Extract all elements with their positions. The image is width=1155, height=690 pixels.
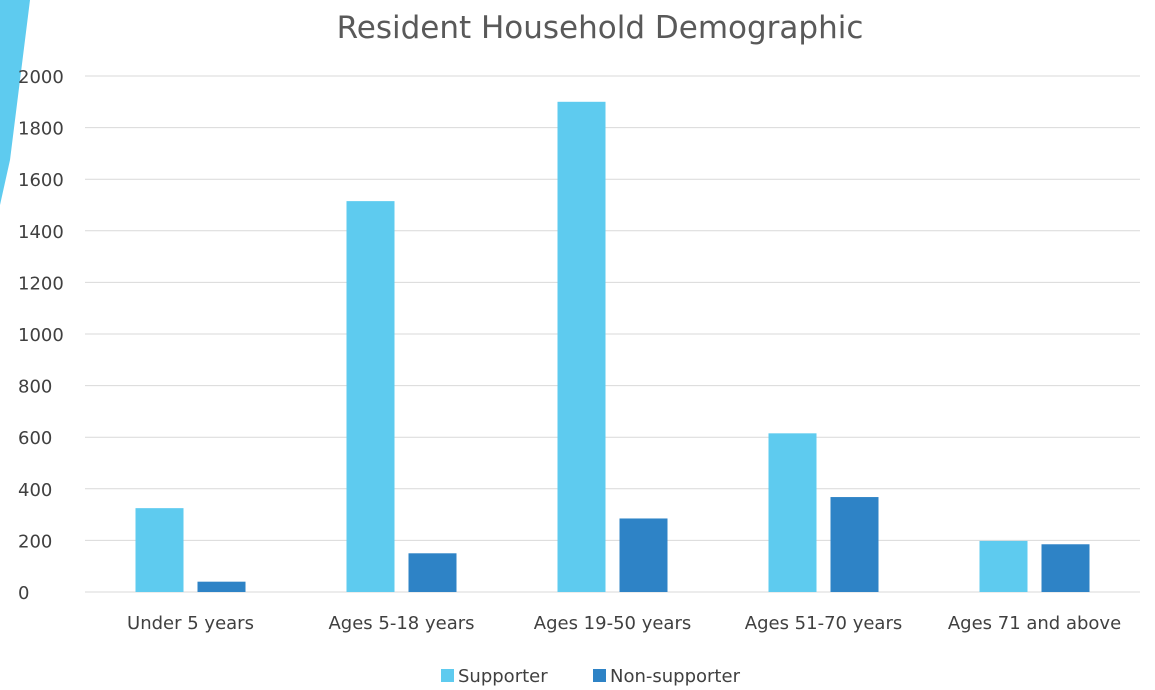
y-tick-label: 1600 (18, 170, 64, 191)
x-axis-category-labels: Under 5 years Ages 5-18 years Ages 19-50 y… (127, 613, 1121, 634)
bars (135, 101, 1090, 593)
x-category-label: Ages 19-50 years (534, 613, 691, 634)
y-tick-label: 1000 (18, 325, 64, 346)
legend-label: Supporter (458, 666, 548, 687)
bar-non-supporter (408, 553, 457, 592)
legend-swatch (441, 669, 454, 682)
bar-non-supporter (1041, 544, 1090, 592)
y-tick-label: 400 (18, 480, 52, 501)
corner-accent-shape (0, 0, 30, 205)
bar-non-supporter (619, 518, 668, 592)
bar-supporter (979, 540, 1028, 592)
y-tick-label: 2000 (18, 67, 64, 88)
y-tick-label: 0 (18, 583, 29, 604)
bar-non-supporter (197, 581, 246, 592)
x-category-label: Under 5 years (127, 613, 254, 634)
y-tick-label: 1200 (18, 273, 64, 294)
x-category-label: Ages 5-18 years (328, 613, 474, 634)
y-tick-label: 200 (18, 531, 52, 552)
bar-non-supporter (830, 497, 879, 592)
y-tick-label: 1800 (18, 119, 64, 140)
chart-title: Resident Household Demographic (337, 10, 864, 46)
x-category-label: Ages 71 and above (948, 613, 1121, 634)
x-category-label: Ages 51-70 years (745, 613, 902, 634)
legend-label: Non-supporter (610, 666, 741, 687)
y-tick-label: 600 (18, 428, 52, 449)
y-tick-label: 1400 (18, 222, 64, 243)
bar-supporter (346, 201, 395, 592)
y-tick-label: 800 (18, 377, 52, 398)
bar-supporter (557, 101, 606, 593)
bar-supporter (135, 508, 184, 592)
gridlines (85, 75, 1140, 593)
bar-supporter (768, 433, 817, 592)
y-axis-tick-labels: 0 200 400 600 800 1000 1200 1400 1600 1800 2000 (18, 67, 64, 604)
legend: Supporter Non-supporter (441, 666, 741, 687)
legend-swatch (593, 669, 606, 682)
